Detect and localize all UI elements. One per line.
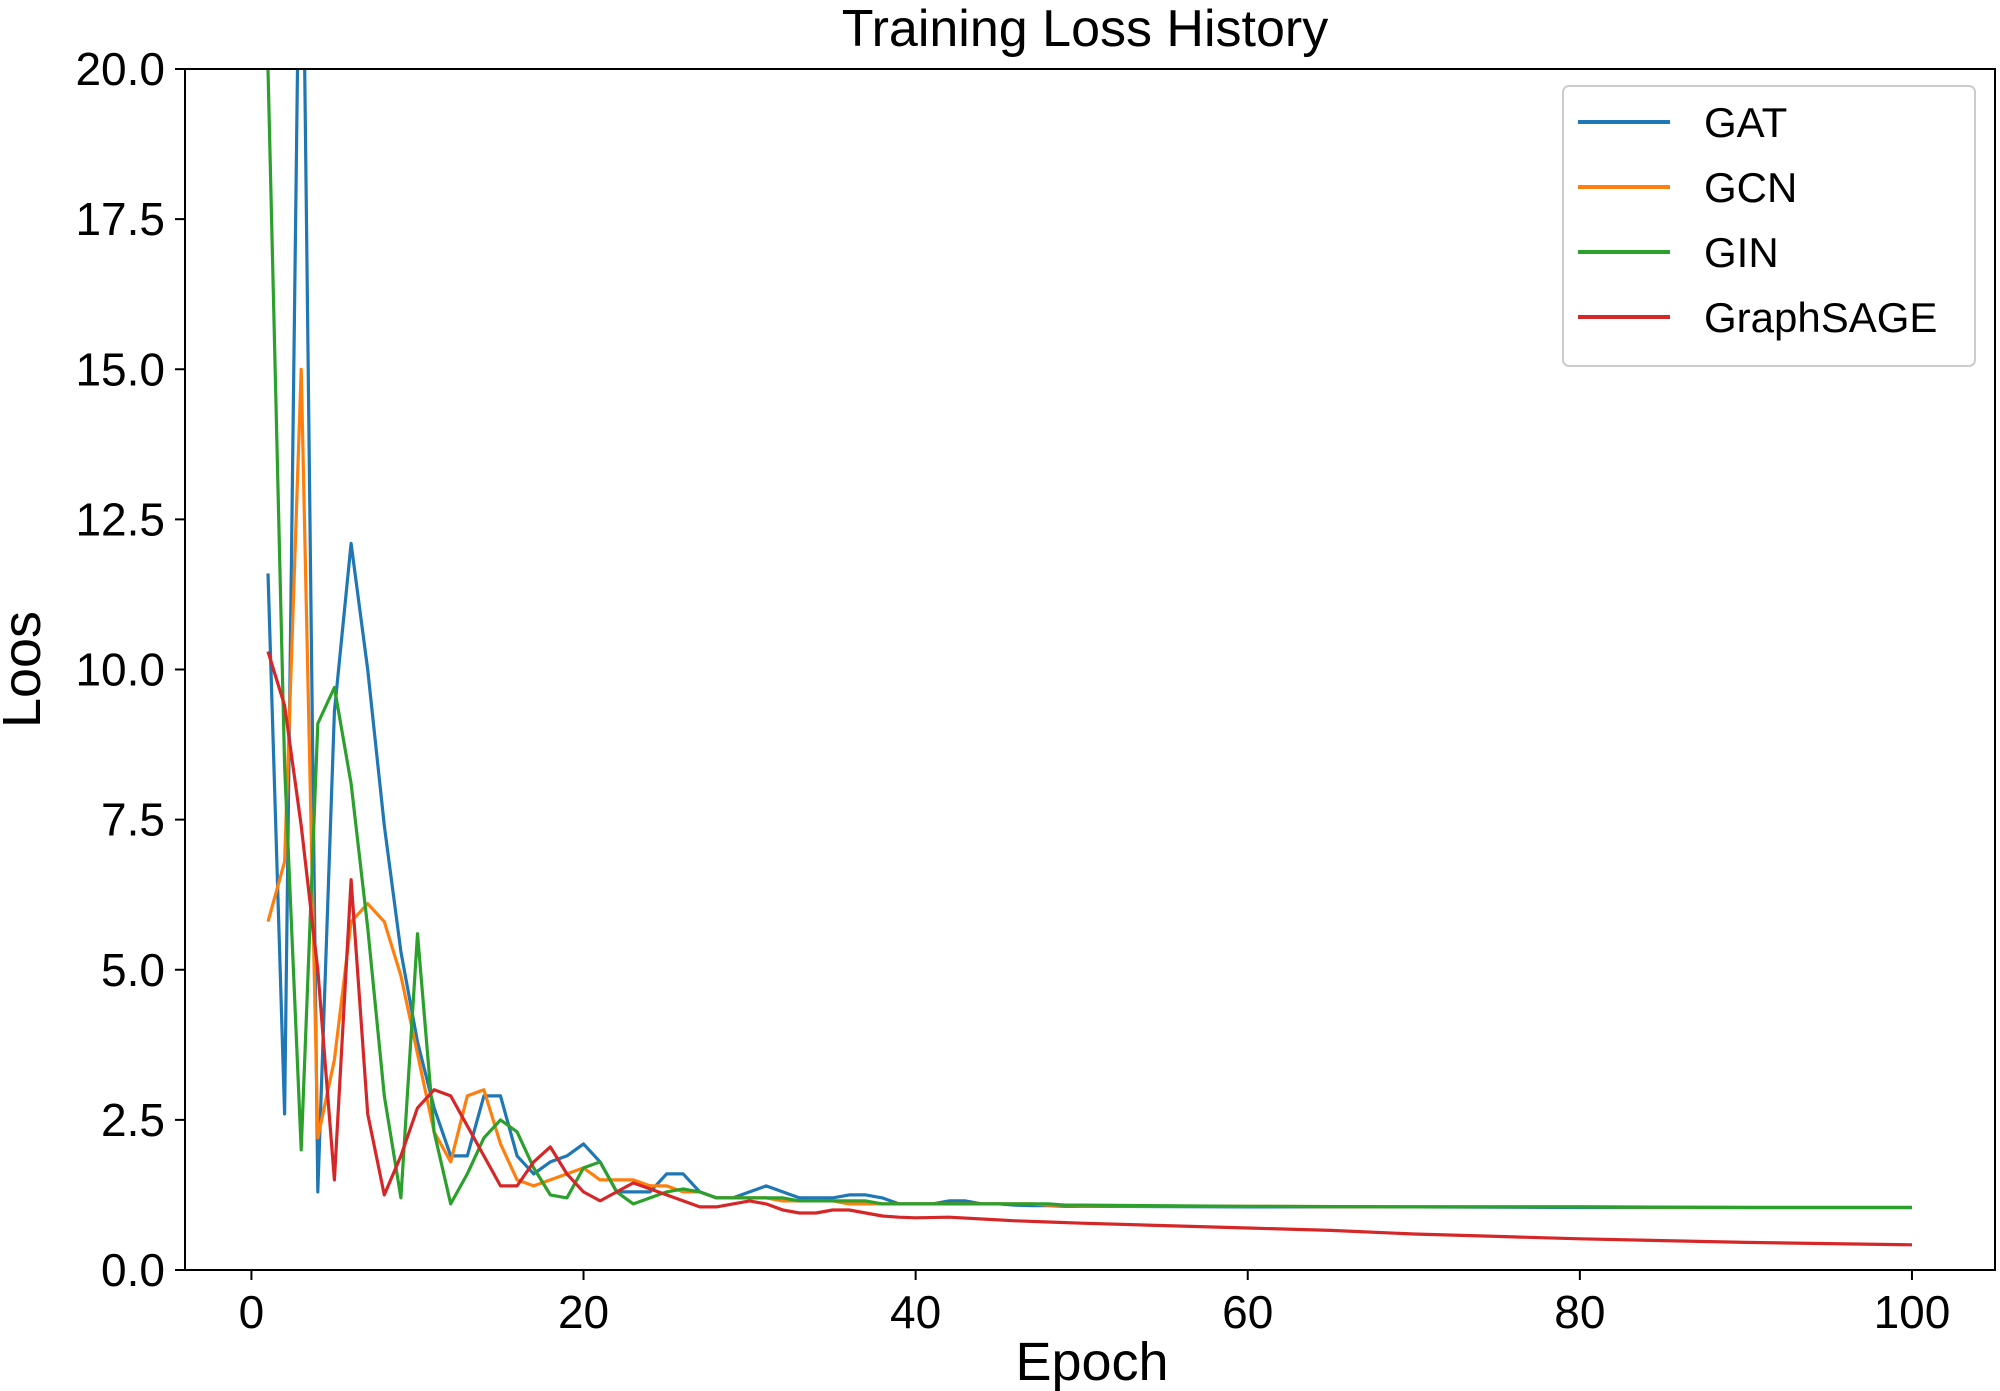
x-tick-label: 20: [558, 1286, 609, 1338]
series-lines: [266, 69, 1913, 1247]
series-line-gin: [266, 69, 1912, 1210]
x-axis-ticks: 0 20 40 60 80 100: [239, 1270, 1951, 1338]
y-tick-label: 0.0: [101, 1244, 165, 1296]
y-tick-label: 5.0: [101, 944, 165, 996]
x-tick-label: 0: [239, 1286, 265, 1338]
y-tick-label: 20.0: [75, 43, 165, 95]
legend: GAT GCN GIN GraphSAGE: [1562, 85, 1976, 367]
y-tick-label: 7.5: [101, 794, 165, 846]
y-tick-label: 15.0: [75, 343, 165, 395]
x-tick-label: 60: [1222, 1286, 1273, 1338]
y-tick-label: 12.5: [75, 493, 165, 545]
x-tick-label: 100: [1874, 1286, 1951, 1338]
legend-label-gat: GAT: [1704, 99, 1787, 146]
legend-label-gcn: GCN: [1704, 164, 1797, 211]
y-tick-label: 17.5: [75, 193, 165, 245]
x-tick-label: 80: [1554, 1286, 1605, 1338]
series-line-graphsage: [266, 651, 1913, 1247]
series-line-gcn: [266, 367, 1912, 1210]
y-axis-ticks: 0.0 2.5 5.0 7.5 10.0 12.5 15.0 17.5 20.0: [75, 43, 185, 1296]
x-axis-label: Epoch: [1015, 1332, 1168, 1391]
y-tick-label: 10.0: [75, 644, 165, 696]
plot-area-frame: [184, 68, 1996, 1271]
legend-box: [1562, 85, 1976, 367]
legend-label-graphsage: GraphSAGE: [1704, 294, 1937, 341]
chart-title: Training Loss History: [842, 0, 1328, 58]
y-axis-label: Loos: [0, 611, 52, 728]
x-tick-label: 40: [890, 1286, 941, 1338]
legend-label-gin: GIN: [1704, 229, 1779, 276]
y-tick-label: 2.5: [101, 1094, 165, 1146]
